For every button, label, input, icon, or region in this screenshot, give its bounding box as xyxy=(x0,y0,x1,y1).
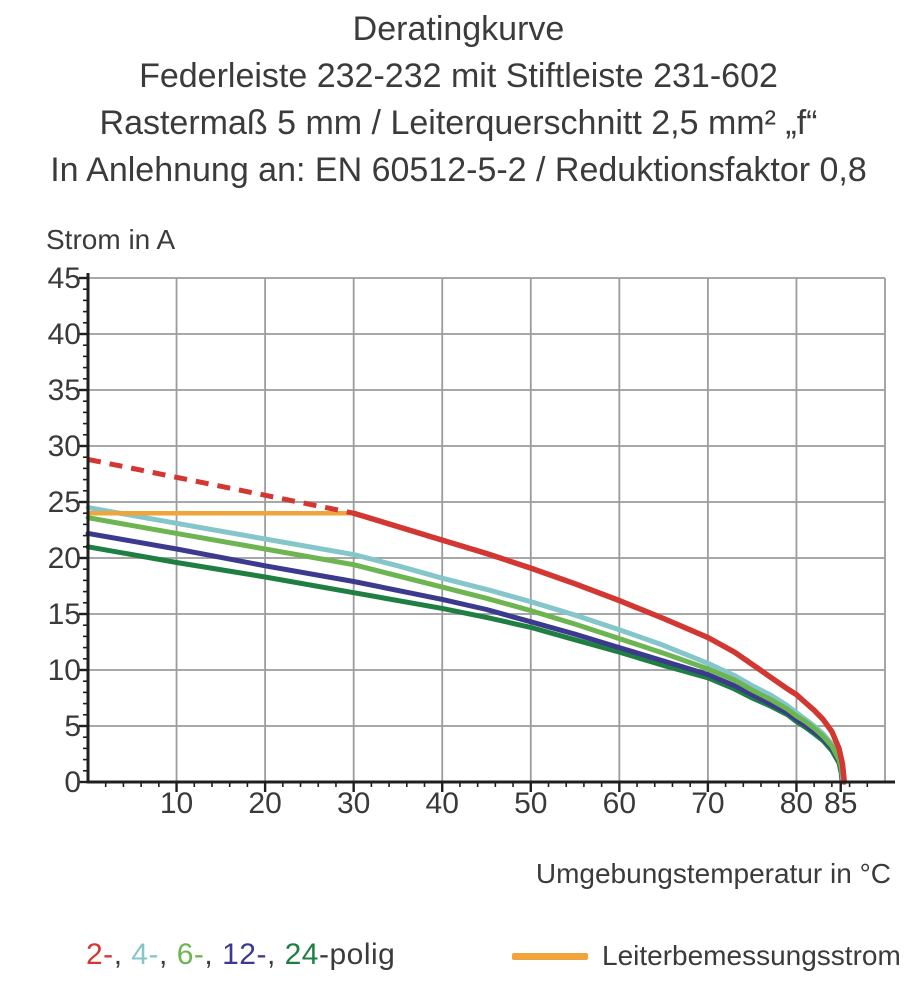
rated-current-label: Leiterbemessungsstrom xyxy=(602,940,901,971)
curve-2-polig xyxy=(350,510,848,785)
x-tick-label: 30 xyxy=(337,787,370,820)
y-tick-label: 10 xyxy=(48,654,81,687)
x-tick-label: 80 xyxy=(780,787,813,820)
poles-legend-separator: , xyxy=(113,938,132,971)
curve-12-polig xyxy=(85,530,845,785)
poles-legend-item: 2- xyxy=(86,938,114,971)
y-tick-label: 0 xyxy=(64,766,81,799)
curve-2-polig-gestrichelt- xyxy=(87,456,355,516)
x-tick-label: 40 xyxy=(426,787,459,820)
y-tick-label: 30 xyxy=(48,430,81,463)
rated-current-line-swatch xyxy=(512,952,588,960)
chart-title: Deratingkurve xyxy=(352,10,565,48)
chart-subtitle-product: Federleiste 232-232 mit Stiftleiste 231-… xyxy=(139,57,778,95)
curve-6-polig xyxy=(85,515,846,785)
y-axis-title: Strom in A xyxy=(46,224,176,255)
chart-subtitle-spec: Rastermaß 5 mm / Leiterquerschnitt 2,5 m… xyxy=(99,104,818,142)
poles-legend-separator: , xyxy=(159,938,177,971)
y-tick-label: 20 xyxy=(48,542,81,575)
poles-legend-separator: , xyxy=(204,938,223,971)
x-axis-title: Umgebungstemperatur in °C xyxy=(535,858,891,889)
poles-legend-item: 24 xyxy=(284,938,319,971)
y-tick-label: 40 xyxy=(48,318,81,351)
poles-legend-suffix: -polig xyxy=(318,938,396,971)
poles-legend: 2-, 4-, 6-, 12-, 24-polig xyxy=(86,938,395,972)
rated-current-legend: Leiterbemessungsstrom xyxy=(512,940,901,972)
y-tick-label: 35 xyxy=(48,374,81,407)
poles-legend-item: 4- xyxy=(131,938,160,971)
x-tick-label: 20 xyxy=(248,787,281,820)
poles-legend-separator: , xyxy=(266,938,285,971)
y-tick-label: 45 xyxy=(48,262,81,295)
x-tick-label: 60 xyxy=(603,787,636,820)
poles-legend-item: 6- xyxy=(176,938,205,971)
chart-subtitle-standard: In Anlehnung an: EN 60512-5-2 / Reduktio… xyxy=(50,151,867,189)
y-tick-label: 15 xyxy=(48,598,81,631)
x-tick-label: 70 xyxy=(691,787,724,820)
poles-legend-item: 12- xyxy=(222,938,267,971)
y-tick-label: 25 xyxy=(48,486,81,519)
x-tick-label: 50 xyxy=(514,787,547,820)
x-tick-label: 85 xyxy=(824,787,857,820)
title-block: Deratingkurve Federleiste 232-232 mit St… xyxy=(0,6,917,194)
x-tick-label: 10 xyxy=(160,787,193,820)
y-tick-label: 5 xyxy=(64,710,81,743)
